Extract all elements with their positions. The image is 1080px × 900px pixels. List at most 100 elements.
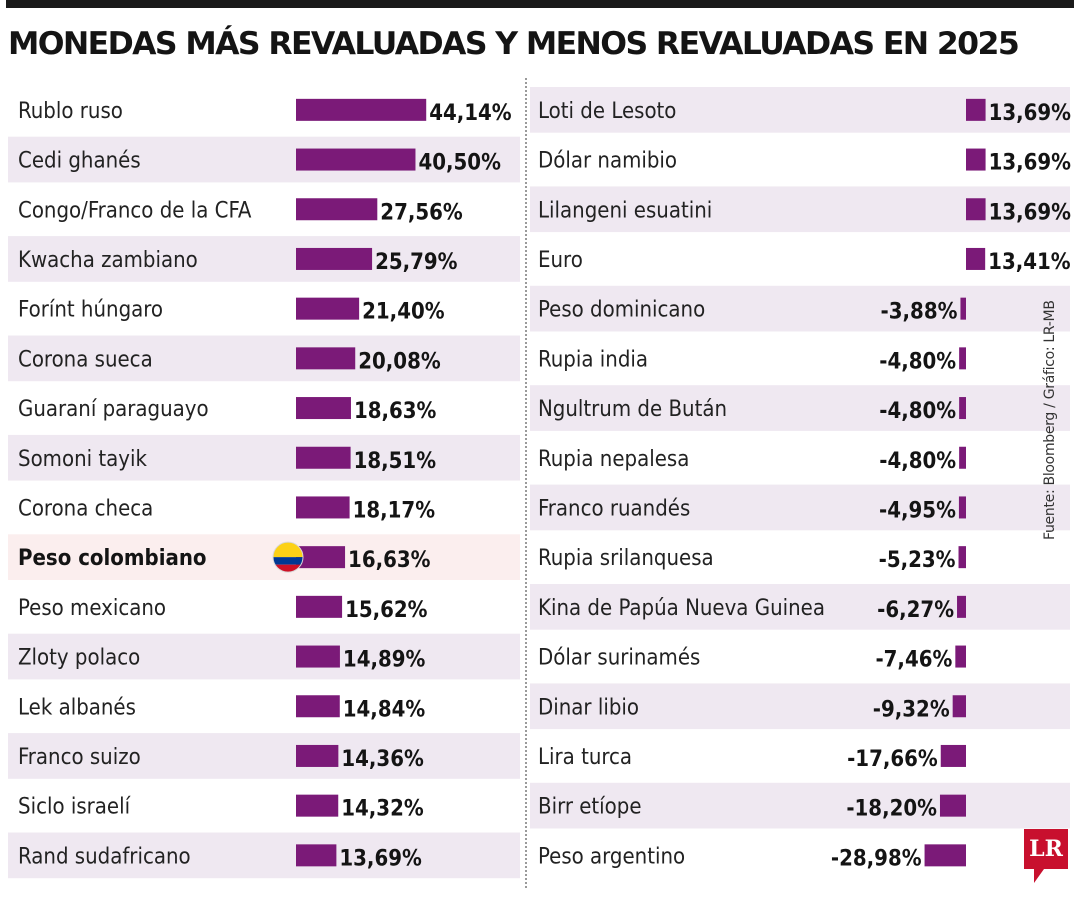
bar — [296, 595, 343, 618]
row-stripe — [530, 285, 1070, 332]
category-label: Kina de Papúa Nueva Guinea — [538, 596, 825, 621]
value-label: 25,79% — [375, 250, 458, 275]
bar — [957, 595, 966, 618]
top-rule — [6, 0, 1074, 8]
category-label: Guaraní paraguayo — [18, 397, 209, 422]
category-label: Corona sueca — [18, 347, 153, 372]
row-stripe — [8, 733, 520, 779]
bar — [296, 744, 339, 767]
value-label: 14,89% — [343, 648, 426, 673]
row-stripe — [8, 335, 520, 382]
category-label: Kwacha zambiano — [18, 248, 198, 273]
bar — [966, 98, 986, 121]
bar — [959, 397, 966, 420]
chart-title: MONEDAS MÁS REVALUADAS Y MENOS REVALUADA… — [8, 26, 1020, 62]
bar — [296, 496, 350, 519]
category-label: Rupia nepalesa — [538, 447, 689, 472]
category-label: Peso colombiano — [18, 546, 207, 571]
value-label: 13,69% — [989, 200, 1072, 225]
value-label: -6,27% — [877, 598, 954, 623]
bar — [296, 148, 416, 171]
category-label: Franco suizo — [18, 745, 141, 770]
value-label: -28,98% — [831, 846, 922, 871]
category-label: Lira turca — [538, 745, 632, 770]
bar — [296, 695, 340, 718]
bar — [296, 297, 360, 320]
value-label: -18,20% — [846, 797, 937, 822]
row-stripe — [8, 832, 520, 879]
source-credit: Fuente: Bloomberg / Gráfico: LR-MB — [1042, 300, 1058, 540]
value-label: -9,32% — [873, 697, 950, 722]
row-stripe — [8, 236, 520, 282]
flag-red — [273, 564, 303, 573]
value-label: 20,08% — [358, 349, 441, 374]
column-divider — [525, 78, 527, 888]
value-label: 13,69% — [339, 846, 422, 871]
bar — [958, 546, 966, 569]
bar — [296, 397, 351, 420]
value-label: 13,69% — [989, 101, 1072, 126]
category-label: Peso mexicano — [18, 596, 166, 621]
value-label: 18,63% — [354, 399, 437, 424]
bar — [296, 446, 351, 469]
value-label: 13,69% — [989, 151, 1072, 176]
row-stripe — [8, 633, 520, 680]
value-label: 14,36% — [341, 747, 424, 772]
value-label: 21,40% — [362, 300, 445, 325]
category-label: Lek albanés — [18, 695, 136, 720]
row-stripe — [8, 434, 520, 481]
category-label: Dólar surinamés — [538, 646, 700, 671]
value-label: -17,66% — [847, 747, 938, 772]
flag-body — [273, 542, 303, 573]
bar — [296, 645, 340, 668]
category-label: Birr etíope — [538, 795, 642, 820]
bar — [966, 148, 986, 171]
category-label: Dólar namibio — [538, 149, 677, 174]
bar — [296, 98, 427, 121]
value-label: 14,32% — [341, 797, 424, 822]
value-label: 15,62% — [345, 598, 428, 623]
value-label: -5,23% — [879, 548, 956, 573]
lr-logo: LR — [1024, 829, 1068, 869]
value-label: 18,17% — [353, 498, 436, 523]
category-label: Zloty polaco — [18, 646, 140, 671]
bar — [952, 695, 966, 718]
row-stripe — [530, 584, 1070, 630]
row-stripe — [530, 683, 1070, 730]
flag-yellow — [273, 542, 303, 558]
category-label: Ngultrum de Bután — [538, 397, 727, 422]
bar — [296, 546, 346, 569]
row-highlight — [8, 534, 520, 580]
category-label: Cedi ghanés — [18, 149, 141, 174]
category-label: Franco ruandés — [538, 496, 690, 521]
colombia-flag-icon — [272, 541, 304, 573]
row-stripe — [530, 385, 1070, 431]
category-label: Siclo israelí — [18, 795, 132, 820]
bar — [959, 347, 966, 370]
lr-logo-tail — [1034, 869, 1044, 883]
bar — [960, 297, 966, 320]
flag-ring — [272, 541, 304, 573]
value-label: 18,51% — [354, 449, 437, 474]
bar — [955, 645, 966, 668]
bar — [939, 794, 966, 817]
panel-right: Loti de Lesoto 13,69% Dólar namibio 13,69% L… — [530, 87, 1071, 871]
row-stripe — [530, 782, 1070, 829]
value-label: -4,95% — [879, 498, 956, 523]
category-label: Euro — [538, 248, 583, 273]
bar — [296, 247, 373, 270]
value-label: -4,80% — [879, 399, 956, 424]
bar — [296, 198, 378, 221]
value-label: -4,80% — [879, 449, 956, 474]
category-label: Rupia india — [538, 347, 648, 372]
category-label: Rupia srilanquesa — [538, 546, 714, 571]
panel-left: Rublo ruso 44,14% Cedi ghanés 40,50% Congo/F… — [8, 98, 520, 879]
value-label: 40,50% — [418, 151, 501, 176]
category-label: Rublo ruso — [18, 99, 123, 124]
category-label: Rand sudafricano — [18, 844, 191, 869]
flag-blue — [273, 557, 303, 565]
bar — [296, 794, 339, 817]
value-label: -3,88% — [881, 300, 958, 325]
value-label: -4,80% — [879, 349, 956, 374]
